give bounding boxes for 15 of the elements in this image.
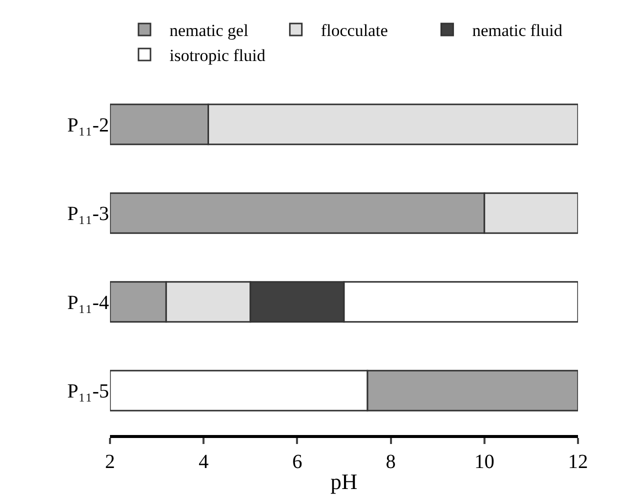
x-tick-label: 12 xyxy=(568,451,588,473)
y-tick-label: P₁₁-4 xyxy=(67,292,109,314)
x-tick-label: 8 xyxy=(386,451,396,473)
y-tick-label: P₁₁-3 xyxy=(67,203,109,226)
x-tick-label: 4 xyxy=(198,451,209,473)
x-tick-label: 10 xyxy=(474,451,494,473)
x-axis-title: pH xyxy=(330,468,358,494)
legend-label: nematic gel xyxy=(170,21,249,40)
x-tick-label: 2 xyxy=(105,451,115,473)
legend-label: isotropic fluid xyxy=(170,46,266,66)
legend-label: nematic fluid xyxy=(472,21,563,40)
x-tick-label: 6 xyxy=(292,451,302,473)
y-tick-label: P₁₁-2 xyxy=(67,114,109,136)
legend-label: flocculate xyxy=(320,21,388,40)
y-tick-label: P₁₁-5 xyxy=(67,380,109,403)
